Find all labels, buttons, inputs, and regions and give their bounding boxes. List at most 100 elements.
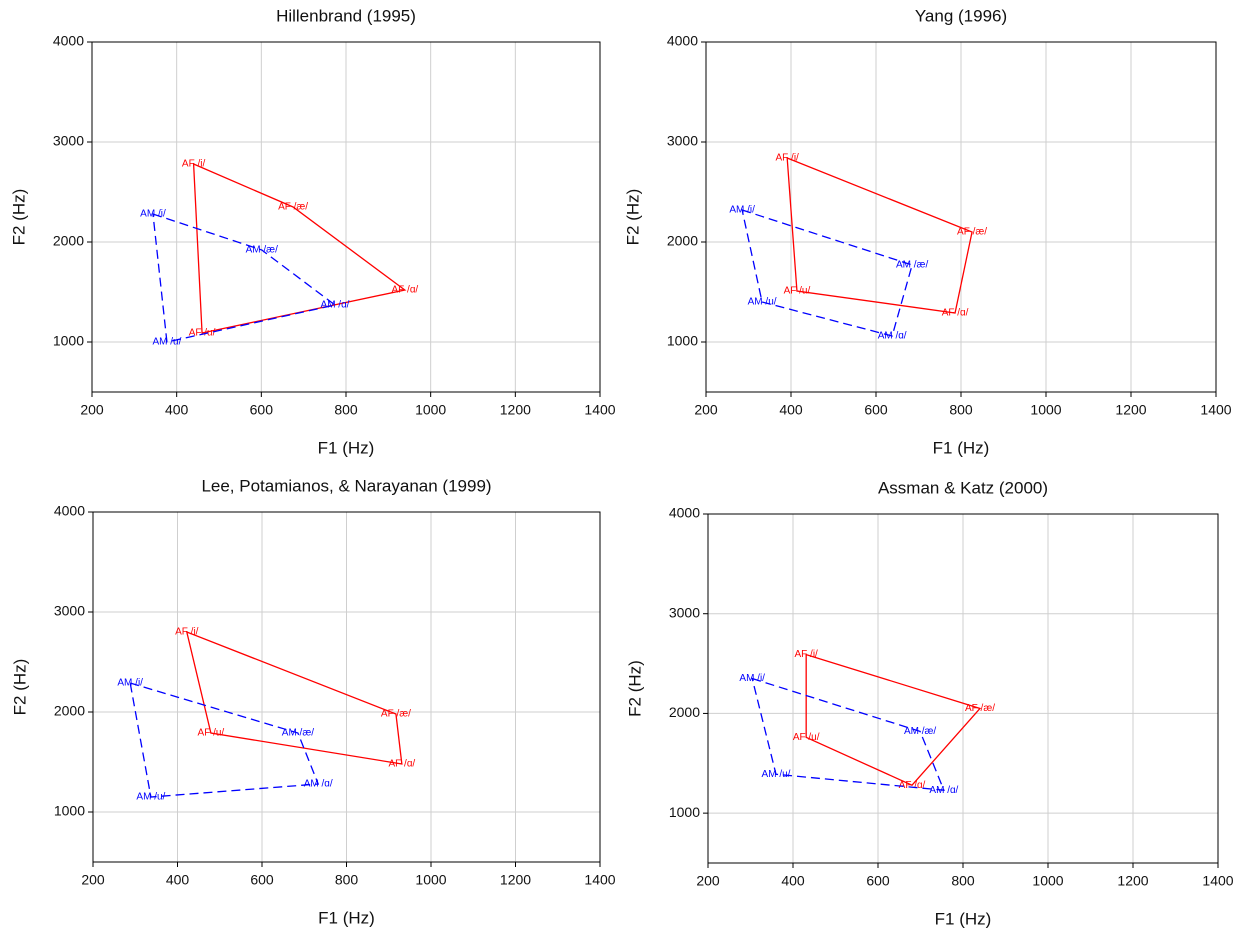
point-label: AF /ɑ/ <box>899 780 926 791</box>
x-tick-label: 800 <box>951 873 975 889</box>
x-tick-label: 200 <box>694 402 718 418</box>
point-label: AM /i/ <box>739 673 765 684</box>
x-tick-label: 1400 <box>584 872 615 888</box>
y-tick-label: 4000 <box>54 503 85 519</box>
x-tick-label: 1200 <box>500 402 531 418</box>
x-tick-label: 200 <box>80 402 104 418</box>
y-tick-label: 1000 <box>667 333 698 349</box>
point-label: AF /ɑ/ <box>942 308 969 319</box>
y-tick-label: 2000 <box>54 703 85 719</box>
point-label: AF /u/ <box>198 728 225 739</box>
x-tick-label: 800 <box>335 872 359 888</box>
vowel-polygon <box>185 630 403 765</box>
point-label: AF /æ/ <box>965 703 995 714</box>
plot-frame <box>92 511 601 863</box>
point-label: AF /ɑ/ <box>389 759 416 770</box>
x-axis-label: F1 (Hz) <box>935 909 992 928</box>
y-tick-label: 4000 <box>53 33 84 49</box>
y-axis-label: F2 (Hz) <box>9 189 28 246</box>
y-tick-label: 3000 <box>54 603 85 619</box>
x-axis-label: F1 (Hz) <box>933 438 990 457</box>
x-tick-label: 200 <box>696 873 720 889</box>
x-tick-label: 600 <box>864 402 888 418</box>
y-tick-label: 2000 <box>669 704 700 720</box>
x-tick-label: 1400 <box>1200 402 1231 418</box>
y-axis-label: F2 (Hz) <box>10 659 29 716</box>
point-label: AF /i/ <box>795 649 819 660</box>
plot-frame <box>707 513 1219 864</box>
point-label: AM /u/ <box>136 792 165 803</box>
point-label: AM /i/ <box>140 209 166 220</box>
x-tick-label: 200 <box>81 872 105 888</box>
point-label: AM /ɑ/ <box>929 785 958 796</box>
x-tick-label: 400 <box>779 402 803 418</box>
x-tick-label: 1000 <box>1032 873 1063 889</box>
x-tick-label: 800 <box>334 402 358 418</box>
chart-title: Lee, Potamianos, & Narayanan (1999) <box>201 476 491 495</box>
y-tick-label: 3000 <box>53 133 84 149</box>
point-label: AM /ɑ/ <box>304 779 333 790</box>
vowel-polygon <box>152 213 337 343</box>
point-label: AF /æ/ <box>957 227 987 238</box>
point-label: AF /u/ <box>793 732 820 743</box>
y-tick-label: 4000 <box>667 33 698 49</box>
point-label: AF /æ/ <box>278 202 308 213</box>
x-tick-label: 600 <box>866 873 890 889</box>
point-label: AF /ɑ/ <box>391 285 418 296</box>
vowel-polygon <box>192 162 407 334</box>
point-label: AF /æ/ <box>381 709 411 720</box>
y-axis-label: F2 (Hz) <box>625 660 644 717</box>
y-tick-label: 1000 <box>669 804 700 820</box>
x-tick-label: 1000 <box>415 872 446 888</box>
point-label: AM /u/ <box>152 337 181 348</box>
x-tick-label: 400 <box>165 402 189 418</box>
x-tick-label: 1000 <box>1030 402 1061 418</box>
y-tick-label: 1000 <box>53 333 84 349</box>
x-tick-label: 600 <box>250 872 274 888</box>
vowel-polygon <box>741 209 913 337</box>
chart-title: Yang (1996) <box>915 6 1007 25</box>
y-tick-label: 3000 <box>669 604 700 620</box>
y-tick-label: 1000 <box>54 803 85 819</box>
point-label: AM /ɑ/ <box>321 300 350 311</box>
y-tick-label: 2000 <box>667 233 698 249</box>
x-axis-label: F1 (Hz) <box>318 438 375 457</box>
y-tick-label: 3000 <box>667 133 698 149</box>
vowel-polygon <box>129 682 320 798</box>
x-tick-label: 400 <box>166 872 190 888</box>
point-label: AM /i/ <box>729 205 755 216</box>
y-tick-label: 2000 <box>53 233 84 249</box>
point-label: AM /æ/ <box>246 245 278 256</box>
x-tick-label: 1400 <box>584 402 615 418</box>
point-label: AF /u/ <box>784 286 811 297</box>
point-label: AF /u/ <box>189 328 216 339</box>
plot-frame <box>91 41 601 393</box>
point-label: AM /æ/ <box>896 260 928 271</box>
vowel-polygon <box>751 677 945 791</box>
point-label: AF /i/ <box>182 159 206 170</box>
point-label: AF /i/ <box>776 153 800 164</box>
point-label: AF /i/ <box>175 627 199 638</box>
point-label: AM /u/ <box>748 297 777 308</box>
vowel-polygon <box>786 157 973 314</box>
x-tick-label: 400 <box>781 873 805 889</box>
x-tick-label: 1200 <box>1115 402 1146 418</box>
point-label: AM /æ/ <box>282 728 314 739</box>
y-axis-label: F2 (Hz) <box>623 189 642 246</box>
point-label: AM /æ/ <box>904 726 936 737</box>
x-tick-label: 1400 <box>1202 873 1233 889</box>
point-label: AM /i/ <box>117 678 143 689</box>
x-tick-label: 600 <box>250 402 274 418</box>
y-tick-label: 4000 <box>669 505 700 521</box>
point-label: AM /u/ <box>762 769 791 780</box>
x-axis-label: F1 (Hz) <box>318 908 375 927</box>
plot-frame <box>705 41 1217 393</box>
x-tick-label: 1000 <box>415 402 446 418</box>
x-tick-label: 1200 <box>1117 873 1148 889</box>
chart-title: Assman & Katz (2000) <box>878 478 1048 497</box>
vowel-polygon <box>805 653 982 787</box>
x-tick-label: 800 <box>949 402 973 418</box>
x-tick-label: 1200 <box>500 872 531 888</box>
point-label: AM /ɑ/ <box>878 331 907 342</box>
